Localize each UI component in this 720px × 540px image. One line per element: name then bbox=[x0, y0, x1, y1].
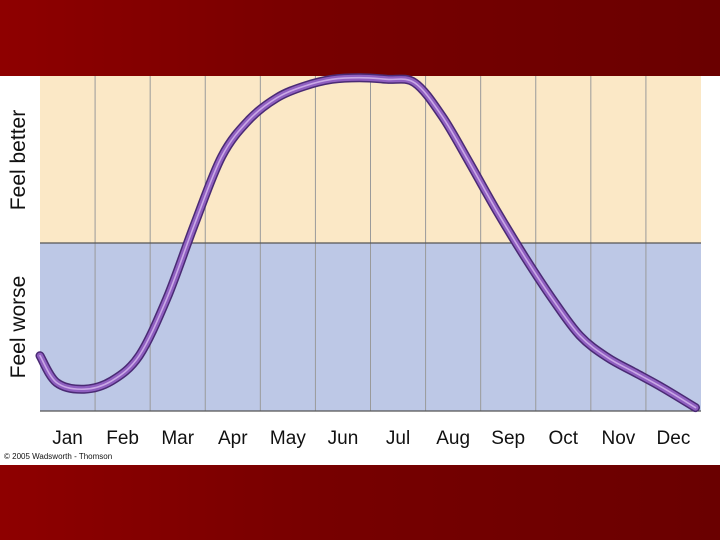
x-tick-nov: Nov bbox=[601, 428, 635, 449]
mood-chart: Jan Feb Mar Apr May Jun Jul Aug Sep Oct Nov Dec Fee… bbox=[7, 73, 701, 449]
x-tick-apr: Apr bbox=[218, 428, 248, 449]
mood-curve-highlight bbox=[39, 76, 697, 409]
x-tick-jan: Jan bbox=[52, 428, 83, 449]
top-band bbox=[0, 0, 720, 76]
copyright-text: © 2005 Wadsworth - Thomson bbox=[4, 452, 113, 461]
bottom-band bbox=[0, 465, 720, 540]
x-tick-dec: Dec bbox=[657, 428, 691, 449]
x-tick-jun: Jun bbox=[328, 428, 359, 449]
x-tick-feb: Feb bbox=[106, 428, 139, 449]
x-tick-oct: Oct bbox=[549, 428, 579, 449]
x-tick-jul: Jul bbox=[386, 428, 410, 449]
y-label-feel-better: Feel better bbox=[7, 110, 30, 210]
y-label-feel-worse: Feel worse bbox=[7, 276, 30, 379]
x-tick-sep: Sep bbox=[491, 428, 525, 449]
x-tick-may: May bbox=[270, 428, 306, 449]
x-tick-labels: Jan Feb Mar Apr May Jun Jul Aug Sep Oct Nov Dec bbox=[52, 428, 690, 449]
x-tick-mar: Mar bbox=[161, 428, 194, 449]
x-tick-aug: Aug bbox=[436, 428, 470, 449]
